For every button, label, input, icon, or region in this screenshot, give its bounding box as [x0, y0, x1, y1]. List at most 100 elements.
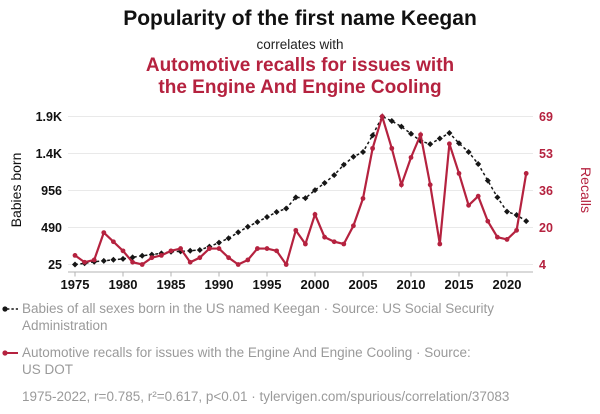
series-marker-circle: [226, 255, 232, 261]
legend-babies-line-2: Administration: [22, 318, 108, 333]
legend-babies-line-1: Babies of all sexes born in the US named…: [22, 301, 494, 316]
legend-item-recalls: Automotive recalls for issues with the E…: [2, 344, 594, 378]
series-marker-diamond: [360, 149, 366, 156]
series-marker-diamond: [408, 130, 414, 137]
series-marker-circle: [504, 237, 510, 242]
series-marker-diamond: [465, 149, 472, 156]
legend-recalls-line-2: US DOT: [22, 362, 74, 377]
series-marker-diamond: [331, 172, 338, 179]
subtitle: Automotive recalls for issues with the E…: [0, 55, 600, 99]
series-marker-diamond: [225, 235, 232, 242]
right-axis-title: Recalls: [578, 167, 594, 213]
series-marker-circle: [360, 196, 366, 201]
series-marker-diamond: [475, 160, 482, 167]
series-marker-diamond: [196, 246, 203, 253]
series-marker-circle: [485, 218, 491, 224]
chart-footer: 1975-2022, r=0.785, r²=0.617, p<0.01 · t…: [22, 389, 510, 404]
series-marker-circle: [72, 252, 78, 258]
series-marker-diamond: [254, 218, 261, 225]
series-marker-diamond: [139, 252, 146, 259]
series-marker-diamond: [264, 214, 270, 221]
x-tick-label: 1985: [157, 277, 186, 292]
x-tick-label: 2000: [301, 277, 330, 292]
series-marker-diamond: [369, 132, 376, 139]
series-marker-circle: [283, 262, 289, 267]
connector-text: correlates with: [256, 37, 344, 52]
series-marker-diamond: [388, 118, 395, 125]
series-marker-diamond: [120, 255, 126, 262]
series-marker-circle: [255, 246, 260, 251]
series-marker-diamond: [110, 256, 117, 263]
series-marker-diamond: [244, 223, 251, 230]
series-marker-circle: [399, 182, 404, 188]
series-marker-circle: [322, 234, 327, 240]
series-marker-circle: [341, 241, 347, 247]
x-tick-label: 1995: [253, 277, 282, 292]
x-tick-label: 2015: [445, 277, 474, 292]
series-marker-circle: [427, 182, 433, 188]
series-marker-circle: [130, 259, 136, 265]
series-marker-circle: [197, 255, 203, 261]
series-marker-diamond: [494, 194, 501, 201]
series-marker-circle: [139, 262, 145, 267]
series-marker-circle: [437, 241, 443, 247]
series-marker-circle: [370, 145, 375, 151]
subtitle-line-2: the Engine And Engine Cooling: [158, 77, 442, 98]
series-marker-circle: [408, 155, 414, 160]
series-marker-circle: [187, 259, 193, 265]
x-tick-label: 1975: [61, 277, 90, 292]
series-marker-diamond: [484, 177, 491, 184]
left-tick-label: 1.4K: [36, 147, 62, 161]
series-marker-circle: [101, 230, 107, 236]
series-marker-diamond: [456, 140, 462, 147]
right-tick-label: 4: [539, 258, 546, 272]
series-marker-circle: [389, 145, 395, 151]
left-tick-label: 25: [48, 258, 62, 272]
series-marker-diamond: [398, 123, 405, 130]
series-marker-circle: [523, 171, 529, 176]
series-marker-circle: [120, 248, 126, 254]
series-marker-diamond: [302, 195, 309, 202]
series-marker-diamond: [504, 208, 510, 215]
legend-item-babies: Babies of all sexes born in the US named…: [2, 300, 594, 334]
series-marker-diamond: [100, 257, 107, 264]
series-marker-circle: [303, 241, 308, 247]
series-marker-diamond: [187, 247, 194, 254]
series-marker-diamond: [216, 239, 222, 246]
page-title: Popularity of the first name Keegan: [123, 7, 477, 30]
series-marker-diamond: [283, 205, 290, 212]
series-marker-circle: [91, 257, 97, 263]
series-marker-circle: [235, 262, 241, 267]
left-tick-label: 1.9K: [36, 110, 62, 124]
recalls-legend-marker-icon: [2, 350, 18, 356]
series-marker-circle: [149, 255, 155, 261]
series-marker-circle: [159, 252, 164, 258]
legend-recalls-line-1: Automotive recalls for issues with the E…: [22, 345, 471, 360]
series-marker-diamond: [446, 129, 453, 136]
series-marker-diamond: [523, 218, 530, 225]
subtitle-line-1: Automotive recalls for issues with: [145, 55, 455, 76]
series-marker-circle: [351, 223, 356, 229]
series-marker-circle: [178, 246, 184, 251]
series-marker-circle: [264, 246, 270, 251]
right-tick-label: 53: [539, 147, 553, 161]
series-marker-diamond: [350, 153, 357, 160]
left-axis-title: Babies born: [8, 152, 24, 228]
series-marker-circle: [418, 132, 423, 138]
series-marker-circle: [207, 246, 212, 251]
series-marker-circle: [379, 114, 385, 119]
legend: Babies of all sexes born in the US named…: [2, 300, 594, 405]
series-marker-circle: [111, 239, 116, 245]
series-marker-circle: [216, 246, 222, 251]
left-tick-label: 490: [41, 221, 62, 235]
series-marker-circle: [168, 248, 174, 254]
legend-item-label: Automotive recalls for issues with the E…: [22, 344, 471, 378]
series-marker-diamond: [235, 229, 242, 236]
series-marker-circle: [447, 141, 452, 147]
x-tick-label: 2020: [493, 277, 522, 292]
series-marker-circle: [245, 257, 251, 263]
series-marker-diamond: [436, 135, 443, 142]
legend-item-label: Babies of all sexes born in the US named…: [22, 300, 494, 334]
series-marker-circle: [466, 202, 471, 208]
